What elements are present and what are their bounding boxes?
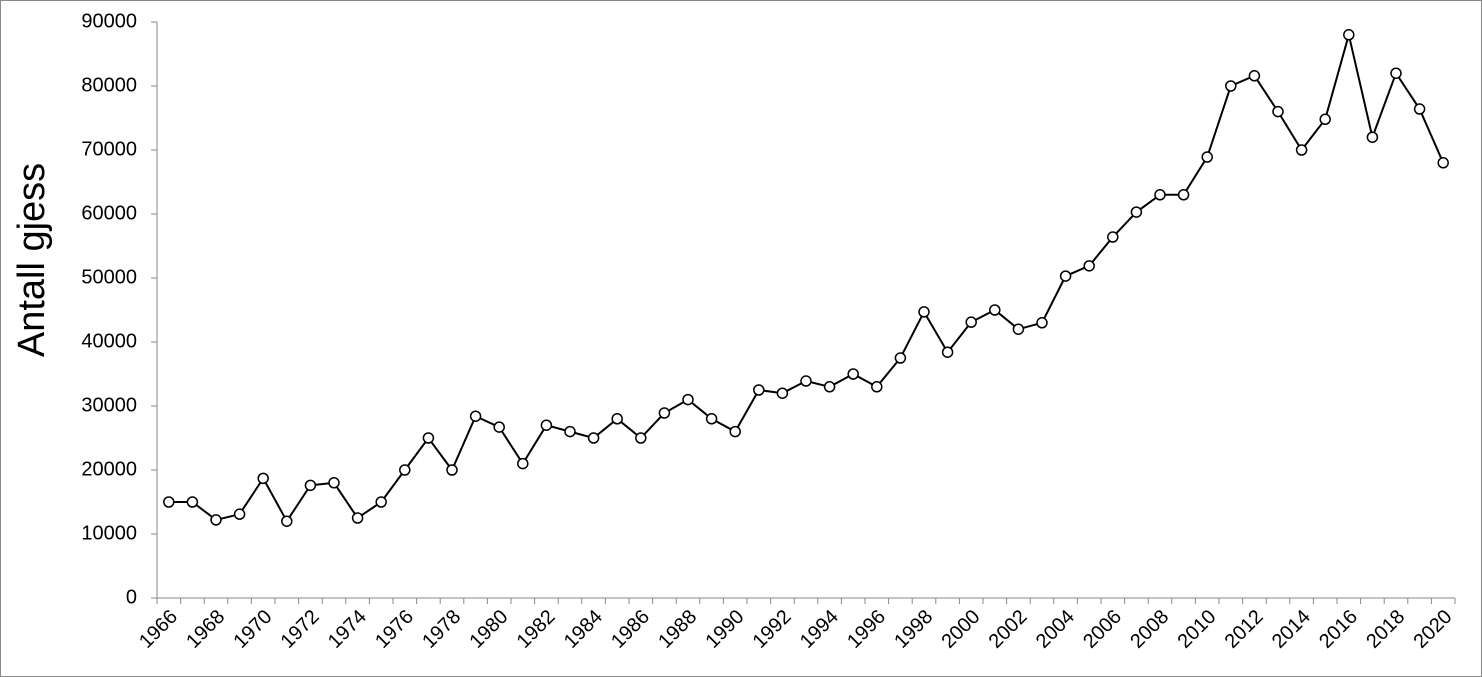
y-tick-label: 20000 — [81, 458, 137, 480]
y-tick-label: 40000 — [81, 330, 137, 352]
data-point — [658, 407, 671, 419]
data-point — [1295, 144, 1308, 156]
data-point — [446, 464, 458, 476]
data-point — [1059, 270, 1072, 282]
data-point — [210, 514, 222, 526]
data-point — [1083, 260, 1095, 272]
data-point — [304, 479, 317, 492]
data-point — [1036, 317, 1048, 329]
data-point — [233, 508, 246, 520]
data-point — [1366, 131, 1379, 143]
data-point — [186, 496, 199, 508]
data-point — [1012, 323, 1025, 335]
data-point — [894, 352, 907, 364]
y-tick-label: 80000 — [81, 74, 137, 96]
data-point — [800, 375, 812, 387]
data-point — [399, 464, 411, 476]
data-point — [422, 432, 435, 444]
data-point — [635, 432, 647, 444]
data-point — [729, 425, 741, 438]
y-tick-label: 30000 — [81, 394, 137, 416]
data-point — [540, 419, 553, 431]
data-point — [965, 316, 977, 328]
data-point — [705, 413, 718, 425]
data-point — [517, 457, 529, 470]
data-point — [871, 381, 883, 393]
data-point — [163, 496, 175, 508]
data-point — [587, 432, 600, 444]
data-point — [1107, 231, 1119, 243]
data-point — [351, 512, 364, 524]
data-point — [1343, 29, 1355, 41]
data-point — [1201, 151, 1213, 163]
data-point — [493, 421, 505, 433]
y-tick-label: 70000 — [81, 138, 137, 160]
data-point — [328, 477, 340, 489]
y-axis-label: Antall gjess — [11, 163, 53, 357]
data-point — [1437, 157, 1449, 169]
data-point — [257, 472, 269, 485]
data-point — [564, 425, 576, 438]
data-point — [753, 384, 765, 396]
data-point — [847, 368, 859, 380]
data-point — [281, 515, 293, 527]
data-point — [1225, 80, 1237, 92]
data-point — [1177, 189, 1190, 201]
y-tick-label: 90000 — [81, 10, 137, 32]
y-tick-label: 0 — [126, 586, 137, 608]
y-tick-label: 10000 — [81, 522, 137, 544]
data-point — [1248, 70, 1261, 82]
data-point — [469, 410, 482, 422]
data-point — [611, 413, 623, 425]
data-point — [1319, 113, 1331, 126]
y-tick-label: 50000 — [81, 266, 137, 288]
data-point — [1130, 206, 1143, 218]
y-tick-label: 60000 — [81, 202, 137, 224]
data-point — [776, 387, 789, 399]
data-point — [1154, 189, 1166, 201]
data-point — [1390, 67, 1402, 79]
data-point — [918, 306, 930, 318]
data-point — [375, 496, 387, 508]
data-point — [941, 346, 954, 358]
data-point — [823, 381, 836, 393]
data-point — [682, 393, 694, 406]
data-point — [1413, 103, 1426, 115]
data-point — [1272, 105, 1284, 118]
data-point — [989, 304, 1001, 316]
